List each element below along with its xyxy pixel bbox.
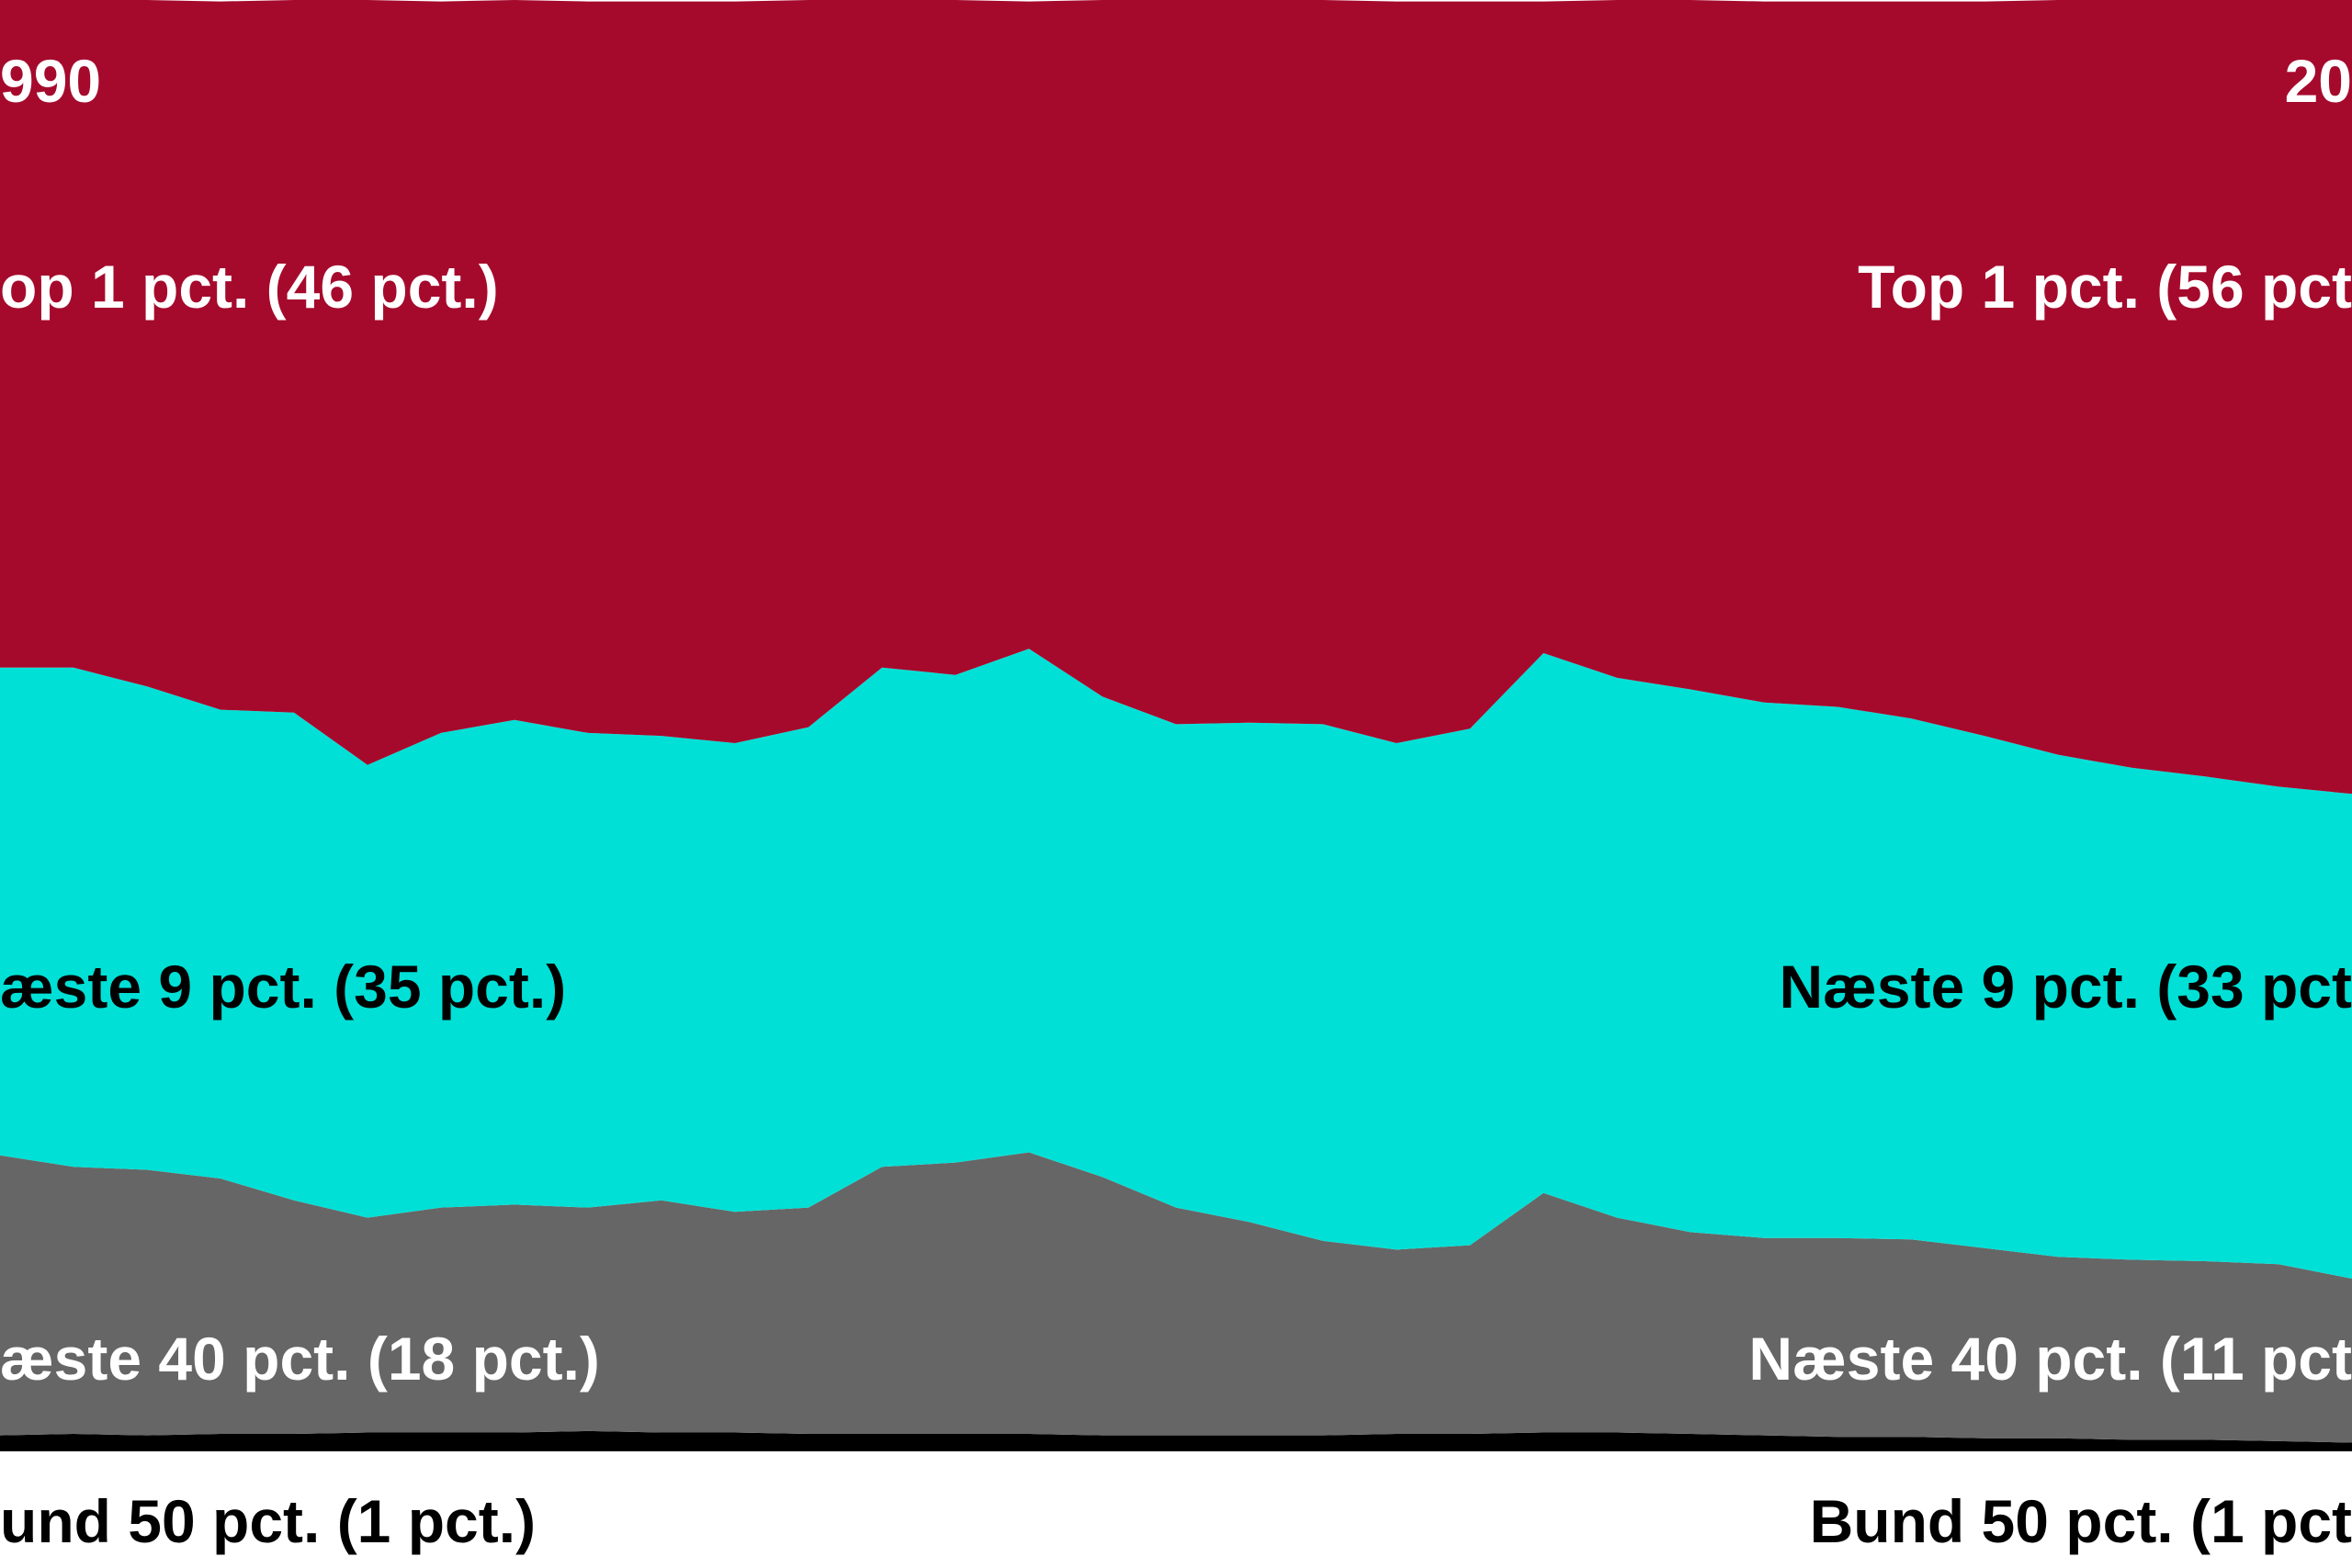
area bbox=[0, 649, 2352, 1279]
series-label: Næste 40 pct. (11 pct bbox=[1748, 1325, 2352, 1393]
area bbox=[0, 0, 2352, 795]
series-label: op 1 pct. (46 pct.) bbox=[0, 253, 499, 321]
area bbox=[0, 1152, 2352, 1443]
end-year: 20 bbox=[2285, 47, 2352, 115]
series-label: æste 9 pct. (35 pct.) bbox=[0, 953, 566, 1021]
series-label: æste 40 pct. (18 pct.) bbox=[0, 1325, 600, 1393]
series-label: Næste 9 pct. (33 pct bbox=[1779, 953, 2352, 1021]
start-year: 990 bbox=[0, 47, 101, 115]
series-label: Bund 50 pct. (1 pct bbox=[1810, 1487, 2352, 1555]
areas bbox=[0, 0, 2352, 1451]
area bbox=[0, 1430, 2352, 1451]
labels: 990 20 und 50 pct. (1 pct.) Bund 50 pct. … bbox=[0, 47, 2352, 1555]
series-label: und 50 pct. (1 pct.) bbox=[0, 1487, 536, 1555]
series-label: Top 1 pct. (56 pct bbox=[1858, 253, 2352, 321]
